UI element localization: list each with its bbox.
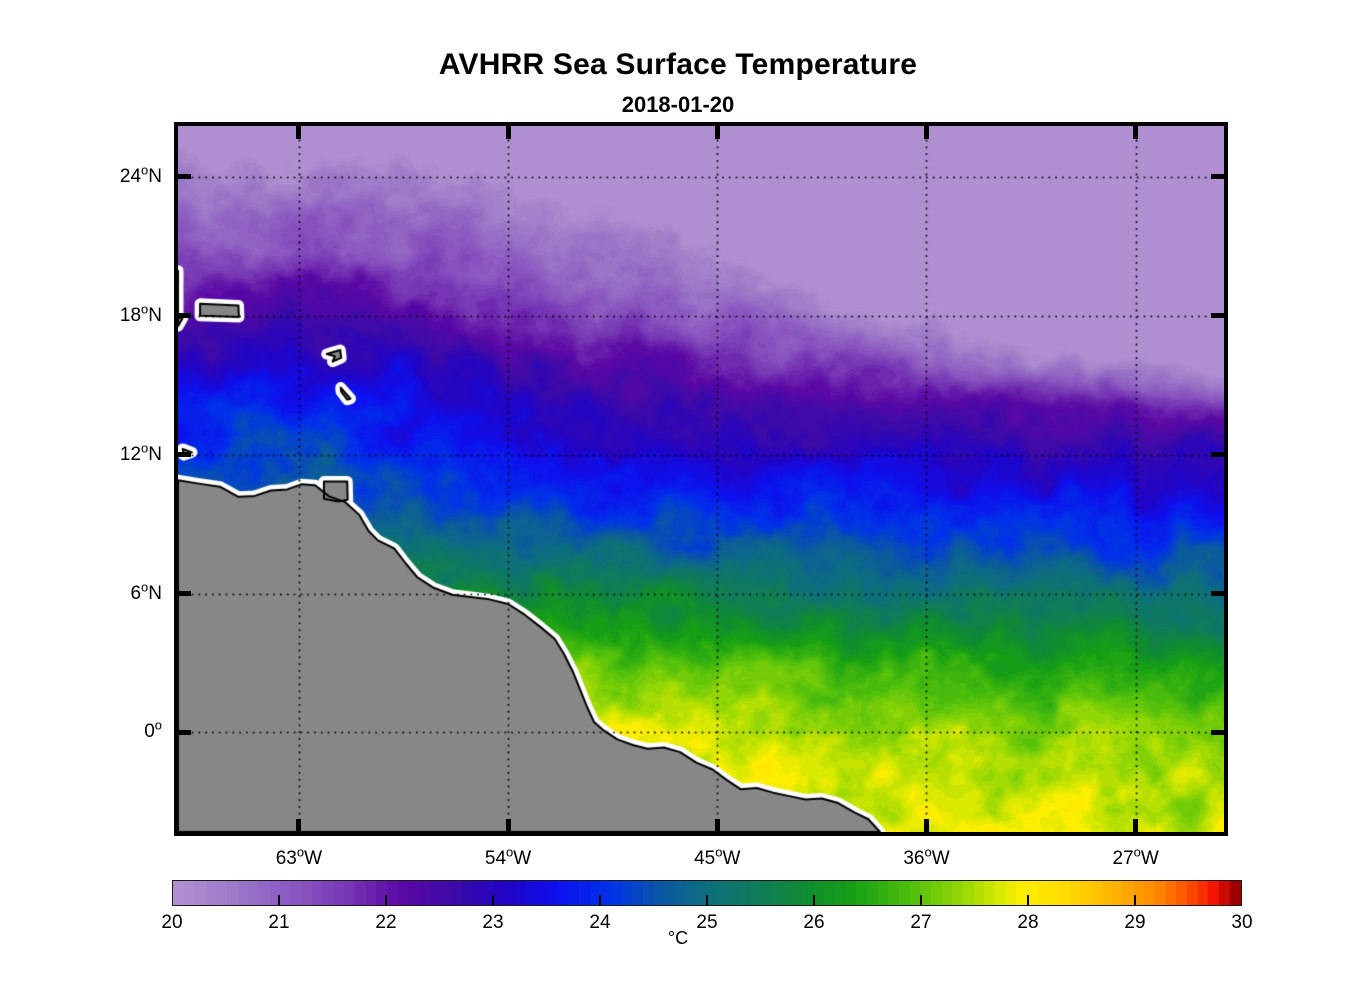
y-tick-right-3 xyxy=(1211,591,1224,597)
x-axis-label-0: 63oW xyxy=(275,844,323,869)
x-tick-bottom-2 xyxy=(714,819,720,832)
x-tick-top-2 xyxy=(714,126,720,139)
x-axis-label-3: 36oW xyxy=(903,844,950,869)
colorbar-label-8: 28 xyxy=(1017,912,1039,933)
colorbar-label-5: 25 xyxy=(696,912,718,933)
colorbar-label-3: 23 xyxy=(482,912,504,933)
colorbar-tick-3 xyxy=(492,895,494,905)
x-tick-bottom-3 xyxy=(923,819,929,832)
colorbar-tick-5 xyxy=(706,895,708,905)
x-axis-label-2: 45oW xyxy=(694,844,741,869)
y-tick-right-4 xyxy=(1211,729,1224,735)
y-tick-right-2 xyxy=(1211,452,1224,458)
page-subtitle: 2018-01-20 xyxy=(621,92,735,117)
y-tick-right-0 xyxy=(1211,174,1224,180)
colorbar-tick-7 xyxy=(920,895,922,905)
y-tick-left-4 xyxy=(178,729,191,735)
y-axis-label-2: 12oN xyxy=(119,440,162,465)
colorbar-label-2: 22 xyxy=(375,912,397,933)
colorbar-label-7: 27 xyxy=(910,912,932,933)
colorbar-tick-2 xyxy=(385,895,387,905)
x-tick-top-0 xyxy=(296,126,302,139)
colorbar-label-6: 26 xyxy=(803,912,825,933)
colorbar-tick-9 xyxy=(1134,895,1136,905)
y-tick-left-0 xyxy=(178,174,191,180)
colorbar-label-10: 30 xyxy=(1231,912,1253,933)
colorbar-label-4: 24 xyxy=(589,912,611,933)
colorbar-tick-8 xyxy=(1027,895,1029,905)
colorbar-tick-1 xyxy=(278,895,280,905)
y-tick-right-1 xyxy=(1211,313,1224,319)
y-tick-left-3 xyxy=(178,591,191,597)
page-title: AVHRR Sea Surface Temperature xyxy=(438,48,918,81)
x-tick-bottom-4 xyxy=(1133,819,1139,832)
x-tick-top-1 xyxy=(505,126,511,139)
sst-field xyxy=(178,126,1224,832)
colorbar-label-1: 21 xyxy=(268,912,290,933)
x-tick-top-3 xyxy=(923,126,929,139)
y-axis-label-4: 0o xyxy=(144,718,162,743)
x-axis-label-4: 27oW xyxy=(1112,844,1159,869)
colorbar-tick-4 xyxy=(599,895,601,905)
colorbar-tick-6 xyxy=(813,895,815,905)
map-plot-area xyxy=(178,126,1224,832)
map-panel[interactable] xyxy=(174,122,1228,836)
y-axis-label-3: 6oN xyxy=(130,579,162,604)
x-tick-top-4 xyxy=(1133,126,1139,139)
x-tick-bottom-0 xyxy=(296,819,302,832)
colorbar-unit-label: °C xyxy=(667,928,689,948)
y-tick-left-1 xyxy=(178,313,191,319)
y-axis-label-1: 18oN xyxy=(119,301,162,326)
colorbar-label-0: 20 xyxy=(161,912,183,933)
x-axis-label-1: 54oW xyxy=(484,844,532,869)
x-tick-bottom-1 xyxy=(505,819,511,832)
y-tick-left-2 xyxy=(178,452,191,458)
colorbar-label-9: 29 xyxy=(1124,912,1146,933)
y-axis-label-0: 24oN xyxy=(119,162,162,187)
